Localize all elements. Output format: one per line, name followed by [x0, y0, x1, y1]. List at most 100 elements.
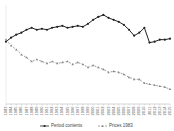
- data-point: [113, 19, 115, 21]
- x-tick-label: 2015: [167, 106, 172, 116]
- data-point: [92, 64, 94, 66]
- data-point: [20, 53, 22, 55]
- x-tick: [159, 104, 160, 106]
- data-point: [102, 68, 104, 70]
- data-point: [164, 86, 166, 88]
- legend-swatch: [98, 126, 107, 127]
- data-point: [82, 26, 84, 28]
- data-point: [31, 27, 33, 29]
- data-point: [46, 29, 48, 31]
- data-point: [154, 41, 156, 43]
- data-point: [112, 70, 114, 72]
- y-axis: [6, 5, 7, 104]
- data-point: [159, 85, 161, 87]
- data-point: [61, 61, 63, 63]
- data-point: [138, 32, 140, 34]
- x-tick: [164, 104, 165, 106]
- data-point: [51, 27, 53, 29]
- legend-label: Prices 1983: [109, 123, 133, 128]
- data-point: [97, 16, 99, 18]
- x-tick: [16, 104, 17, 106]
- plot-area: [5, 14, 171, 90]
- x-tick: [82, 104, 83, 106]
- data-point: [118, 21, 120, 23]
- data-point: [20, 32, 22, 34]
- x-tick: [144, 104, 145, 106]
- legend-marker: [101, 125, 103, 127]
- x-tick: [149, 104, 150, 106]
- data-point: [123, 73, 125, 75]
- data-point: [87, 66, 89, 68]
- data-point: [107, 17, 109, 19]
- data-point: [169, 38, 171, 40]
- x-tick: [31, 104, 32, 106]
- data-point: [128, 29, 130, 31]
- data-point: [148, 42, 150, 44]
- series-line: [6, 40, 170, 90]
- x-tick: [21, 104, 22, 106]
- data-point: [77, 61, 79, 63]
- data-point: [25, 56, 27, 58]
- x-tick: [93, 104, 94, 106]
- x-tick: [77, 104, 78, 106]
- data-point: [159, 39, 161, 41]
- data-point: [169, 88, 171, 90]
- data-point: [87, 23, 89, 25]
- x-tick: [108, 104, 109, 106]
- x-tick: [98, 104, 99, 106]
- data-point: [102, 14, 104, 16]
- data-point: [5, 38, 7, 40]
- data-point: [10, 37, 12, 39]
- series-line: [6, 15, 170, 43]
- data-point: [143, 27, 145, 29]
- data-point: [118, 71, 120, 73]
- data-point: [143, 82, 145, 84]
- data-point: [92, 19, 94, 21]
- x-tick: [47, 104, 48, 106]
- x-tick: [6, 104, 7, 106]
- data-point: [72, 26, 74, 28]
- data-point: [15, 34, 17, 36]
- x-tick: [52, 104, 53, 106]
- data-point: [51, 60, 53, 62]
- data-point: [10, 44, 12, 46]
- chart: 1983198419851986198719881989199019911992…: [0, 0, 174, 131]
- data-point: [36, 29, 38, 31]
- x-tick: [41, 104, 42, 106]
- x-tick: [62, 104, 63, 106]
- x-tick: [123, 104, 124, 106]
- data-point: [133, 35, 135, 37]
- data-point: [123, 24, 125, 26]
- data-point: [107, 71, 109, 73]
- data-point: [133, 78, 135, 80]
- data-point: [77, 25, 79, 27]
- legend-marker: [43, 125, 45, 127]
- x-tick: [139, 104, 140, 106]
- data-point: [82, 63, 84, 65]
- x-tick: [67, 104, 68, 106]
- data-point: [56, 62, 58, 64]
- data-point: [71, 63, 73, 65]
- data-point: [41, 60, 43, 62]
- x-tick: [154, 104, 155, 106]
- data-point: [138, 78, 140, 80]
- data-point: [46, 62, 48, 64]
- data-point: [25, 29, 27, 31]
- x-tick: [11, 104, 12, 106]
- x-tick: [134, 104, 135, 106]
- legend-label: Period contents: [51, 123, 83, 128]
- data-point: [148, 83, 150, 85]
- x-tick: [72, 104, 73, 106]
- data-point: [30, 60, 32, 62]
- data-point: [128, 76, 130, 78]
- data-point: [153, 84, 155, 86]
- x-tick: [103, 104, 104, 106]
- data-point: [164, 39, 166, 41]
- x-axis: [6, 104, 170, 105]
- data-point: [36, 58, 38, 60]
- x-tick: [57, 104, 58, 106]
- x-tick: [170, 104, 171, 106]
- x-tick: [118, 104, 119, 106]
- data-point: [66, 27, 68, 29]
- data-point: [61, 25, 63, 27]
